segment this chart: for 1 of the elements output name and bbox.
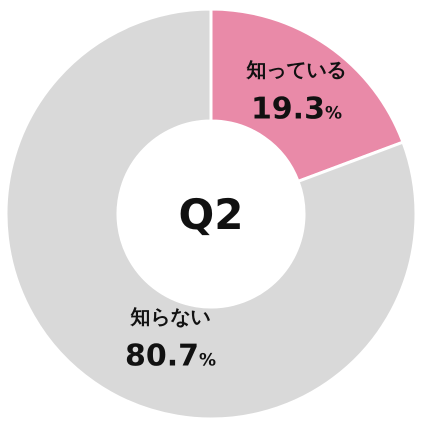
title: Q2 [178, 190, 244, 239]
